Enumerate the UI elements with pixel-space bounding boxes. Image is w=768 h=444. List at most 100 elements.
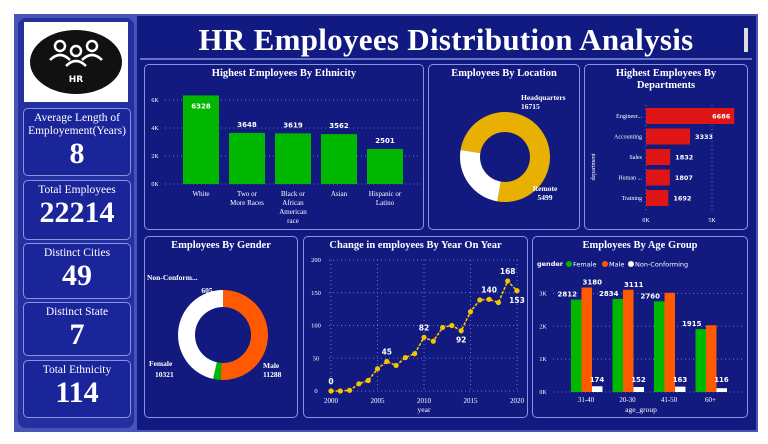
data-label: 168: [500, 267, 516, 276]
data-label: 140: [481, 285, 497, 294]
y-tick-label: Training: [622, 196, 642, 202]
x-tick-label: 31-40: [578, 396, 595, 404]
chart-svg: 0K 5K department Engineer... 6686 Accounting 3…: [591, 105, 735, 224]
data-label: 2834: [599, 290, 619, 298]
x-tick-label: 5K: [708, 218, 716, 224]
location-chart-panel: Employees By Location Headquarters 16715 Re…: [428, 64, 580, 230]
bar-two-or-more-races: [229, 132, 265, 184]
data-label: 3180: [583, 279, 603, 287]
y-tick-label: 150: [311, 290, 321, 297]
kpi-label: Total Ethnicity: [42, 364, 112, 376]
legend-marker-female: [566, 261, 572, 267]
hr-logo: HR: [24, 22, 128, 102]
chart-title: Highest Employees By Ethnicity: [211, 68, 357, 79]
data-label: 152: [631, 376, 646, 384]
y-tick-label: Accounting: [614, 135, 642, 141]
data-point: [384, 358, 390, 365]
data-label: 3562: [329, 122, 349, 130]
data-label: 6686: [712, 113, 731, 121]
slice-label: Remote: [533, 184, 558, 193]
slice-female: [177, 290, 223, 379]
y-tick-label: 2K: [151, 154, 159, 160]
y-tick-label: Human ...: [618, 176, 642, 182]
data-label: 2760: [641, 292, 661, 300]
y-tick-label: 2K: [539, 324, 547, 330]
kpi-value: 22214: [39, 196, 115, 229]
data-label: 92: [456, 336, 466, 345]
departments-chart-panel: Highest Employees By Departments 0K 5K depa…: [584, 64, 748, 230]
kpi-value: 8: [69, 137, 85, 170]
x-tick-label: American: [279, 208, 307, 216]
y-tick-label: 50: [313, 355, 320, 362]
x-tick-label: White: [192, 190, 209, 198]
bar-female: [654, 301, 665, 392]
bar-non-conforming: [633, 387, 644, 392]
data-point: [449, 322, 455, 329]
x-tick-label: 2015: [464, 397, 479, 405]
bar-department: [646, 108, 735, 124]
x-tick-label: Two or: [237, 190, 258, 198]
year-chart-panel: Change in employees By Year On Year 0 50 10…: [303, 236, 528, 418]
chart-title: Employees By Gender: [171, 240, 271, 251]
bar-white: [183, 95, 219, 184]
slice-value: 11288: [263, 370, 282, 379]
data-point: [486, 296, 492, 302]
data-label: 0: [328, 377, 333, 386]
legend-marker-male: [602, 261, 608, 267]
bar-department: [646, 169, 670, 186]
bar-male: [623, 289, 634, 392]
slice-value: 10321: [155, 370, 174, 379]
data-point: [356, 381, 362, 387]
data-label: 3648: [237, 121, 257, 129]
x-tick-label: 2005: [371, 397, 386, 405]
chart-title: Highest Employees By Departments: [615, 68, 717, 91]
bar-male: [581, 287, 592, 392]
bar-department: [646, 190, 669, 206]
slice-label: Male: [263, 361, 280, 370]
data-label: 116: [714, 376, 729, 384]
data-point: [477, 297, 483, 303]
data-point: [421, 334, 427, 340]
kpi-total-ethnicity: Total Ethnicity 114: [23, 360, 131, 418]
kpi-distinct-cities: Distinct Cities 49: [23, 243, 131, 299]
data-point: [402, 354, 408, 361]
page-title-text: HR Employees Distribution Analysis: [198, 22, 694, 57]
kpi-label: Average Length of Employement(Years): [28, 112, 126, 137]
bar-non-conforming: [716, 388, 727, 392]
chart-title: Employees By Location: [451, 68, 557, 79]
slice-label: Female: [149, 359, 173, 368]
data-point: [440, 324, 446, 331]
bar-black-or-african-american-race: [275, 133, 311, 184]
x-tick-label: 0K: [642, 218, 650, 224]
legend-label: Non-Conforming: [635, 261, 688, 269]
x-tick-label: African: [282, 199, 304, 207]
slice-value: 16715: [521, 102, 540, 111]
bar-hispanic-or-latino: [367, 148, 403, 184]
slice-non-conform-: [213, 362, 222, 380]
kpi-value: 7: [69, 318, 85, 351]
x-axis-title: year: [418, 405, 431, 414]
x-tick-label: More Races: [230, 199, 264, 207]
title-accent-bar: [744, 28, 748, 52]
data-point: [467, 309, 474, 315]
data-label: 1832: [675, 154, 693, 162]
x-tick-label: 2010: [417, 397, 432, 405]
kpi-value: 49: [62, 259, 92, 292]
y-tick-label: Sales: [629, 155, 642, 161]
bar-department: [646, 149, 671, 165]
bar-female: [612, 298, 623, 392]
y-tick-label: 0: [314, 388, 317, 395]
x-tick-label: Asian: [331, 190, 348, 198]
kpi-total-employees: Total Employees 22214: [23, 180, 131, 240]
data-point: [505, 278, 511, 284]
hr-people-icon: HR: [30, 30, 122, 94]
legend-marker-non-conforming: [628, 261, 634, 267]
data-point: [393, 362, 399, 369]
y-tick-label: Engineer...: [616, 114, 642, 120]
y-tick-label: 0K: [151, 182, 159, 188]
data-point: [514, 288, 520, 294]
x-tick-label: Latino: [376, 199, 395, 207]
y-tick-label: 3K: [539, 291, 547, 297]
